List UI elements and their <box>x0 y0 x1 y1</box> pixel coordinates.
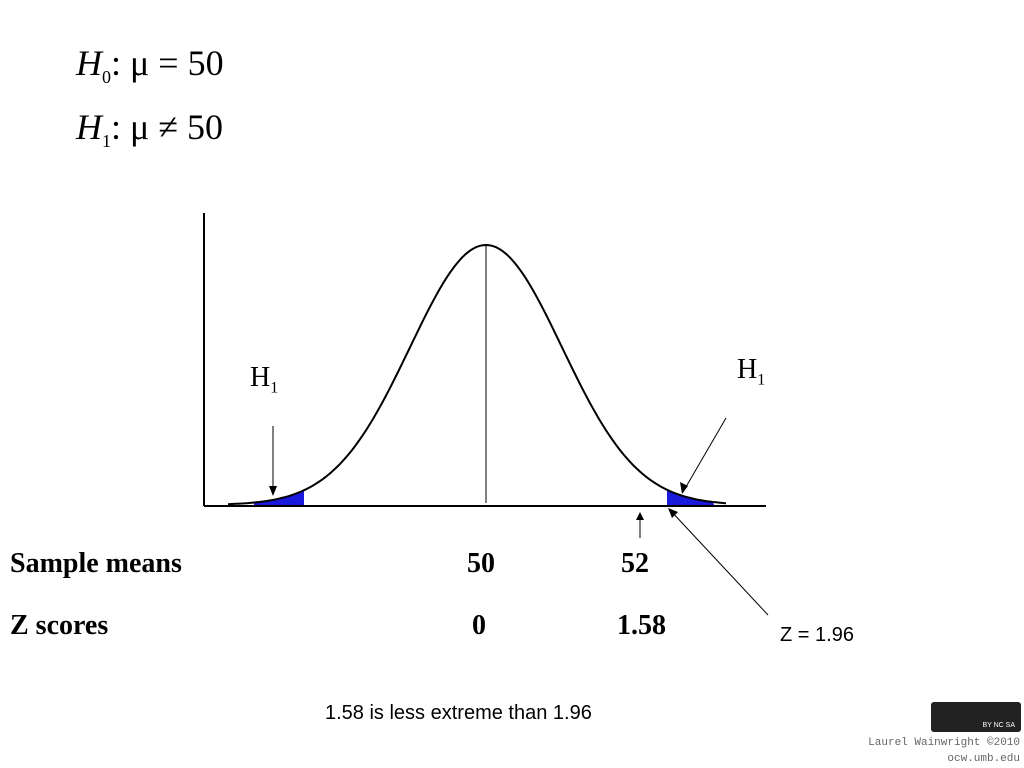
subscript: 1 <box>757 371 766 389</box>
site: ocw.umb.edu <box>947 753 1020 765</box>
subscript: 1 <box>270 379 279 397</box>
cell: 0 <box>472 610 486 641</box>
subscript: 0 <box>102 67 111 88</box>
critical-label: Z = 1.96 <box>780 624 854 646</box>
symbol: H <box>76 43 102 83</box>
credit: Laurel Wainwright ©2010 <box>868 737 1020 749</box>
license-badge: BY NC SA <box>931 702 1021 732</box>
cell: 52 <box>621 548 649 579</box>
row-label: Sample means <box>10 548 182 579</box>
right-tail-label: H1 <box>737 354 765 390</box>
symbol: H <box>250 362 271 393</box>
left-tail-label: H1 <box>250 362 278 398</box>
hypothesis-null: H0: μ = 50 <box>76 42 224 88</box>
arrow <box>669 509 769 616</box>
row-label: Z scores <box>10 610 109 641</box>
statement: : μ = 50 <box>111 43 224 83</box>
normal-curve <box>227 243 727 506</box>
statement: : μ ≠ 50 <box>111 107 224 147</box>
badge-text: BY NC SA <box>982 722 1015 729</box>
arrow-head <box>680 482 688 494</box>
hypothesis-alt: H1: μ ≠ 50 <box>76 106 223 152</box>
cell: 50 <box>467 548 495 579</box>
cell: 1.58 <box>617 610 666 641</box>
symbol: H <box>76 107 102 147</box>
conclusion: 1.58 is less extreme than 1.96 <box>325 702 592 724</box>
arrow <box>682 417 727 493</box>
arrow-head <box>668 508 678 518</box>
arrow-head <box>269 486 277 496</box>
symbol: H <box>737 354 758 385</box>
subscript: 1 <box>102 131 111 152</box>
arrow-head <box>636 512 644 520</box>
